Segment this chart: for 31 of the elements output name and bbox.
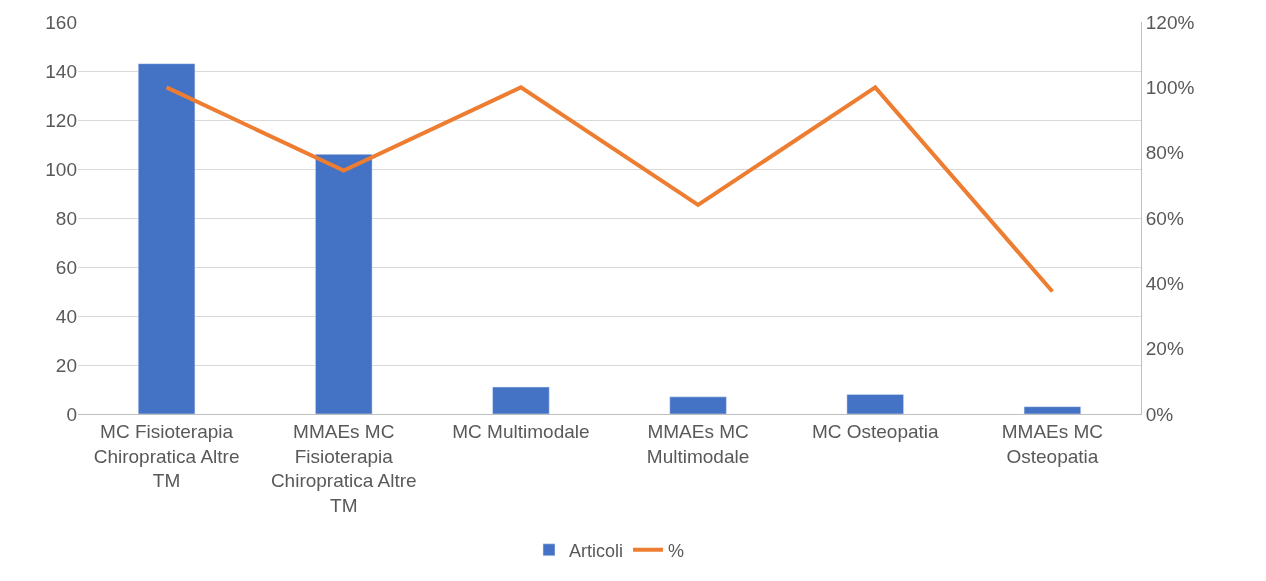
y-tick-label: 20: [55, 354, 77, 376]
y2-tick-label: 80%: [1145, 142, 1184, 164]
y-tick-label: 160: [45, 11, 77, 33]
bar: [315, 154, 373, 414]
bar: [669, 396, 727, 414]
x-tick-label: MMAEs MC Multimodale: [646, 420, 750, 467]
x-tick-label: MC Fisioterapia Chiropratica Altre TM: [93, 420, 240, 492]
y-tick-label: 40: [55, 305, 77, 327]
y2-tick-label: 60%: [1145, 207, 1184, 229]
legend-label: Articoli: [569, 540, 624, 561]
y-tick-label: 80: [55, 207, 77, 229]
y2-tick-label: 100%: [1145, 76, 1195, 98]
y2-tick-label: 120%: [1145, 11, 1195, 33]
bar: [846, 394, 904, 414]
y-tick-label: 120: [45, 109, 77, 131]
bar: [492, 386, 550, 414]
bar: [1023, 406, 1082, 414]
x-tick-label: MC Osteopatia: [811, 420, 940, 442]
y2-tick-label: 0%: [1145, 403, 1174, 425]
y2-tick-label: 20%: [1145, 338, 1184, 360]
y-tick-label: 0: [66, 403, 77, 425]
x-tick-label: MMAEs MC Osteopatia: [1001, 420, 1104, 467]
y-tick-label: 60: [55, 256, 77, 278]
x-tick-label: MC Multimodale: [452, 420, 590, 442]
y-tick-label: 100: [45, 158, 77, 180]
bar: [137, 63, 196, 414]
line-series: [164, 85, 1055, 294]
legend-label: %: [668, 540, 685, 561]
y2-tick-label: 40%: [1145, 272, 1184, 294]
y-tick-label: 140: [45, 60, 77, 82]
x-tick-label: MMAEs MC Fisioterapia Chiropratica Altre TM: [270, 420, 417, 516]
